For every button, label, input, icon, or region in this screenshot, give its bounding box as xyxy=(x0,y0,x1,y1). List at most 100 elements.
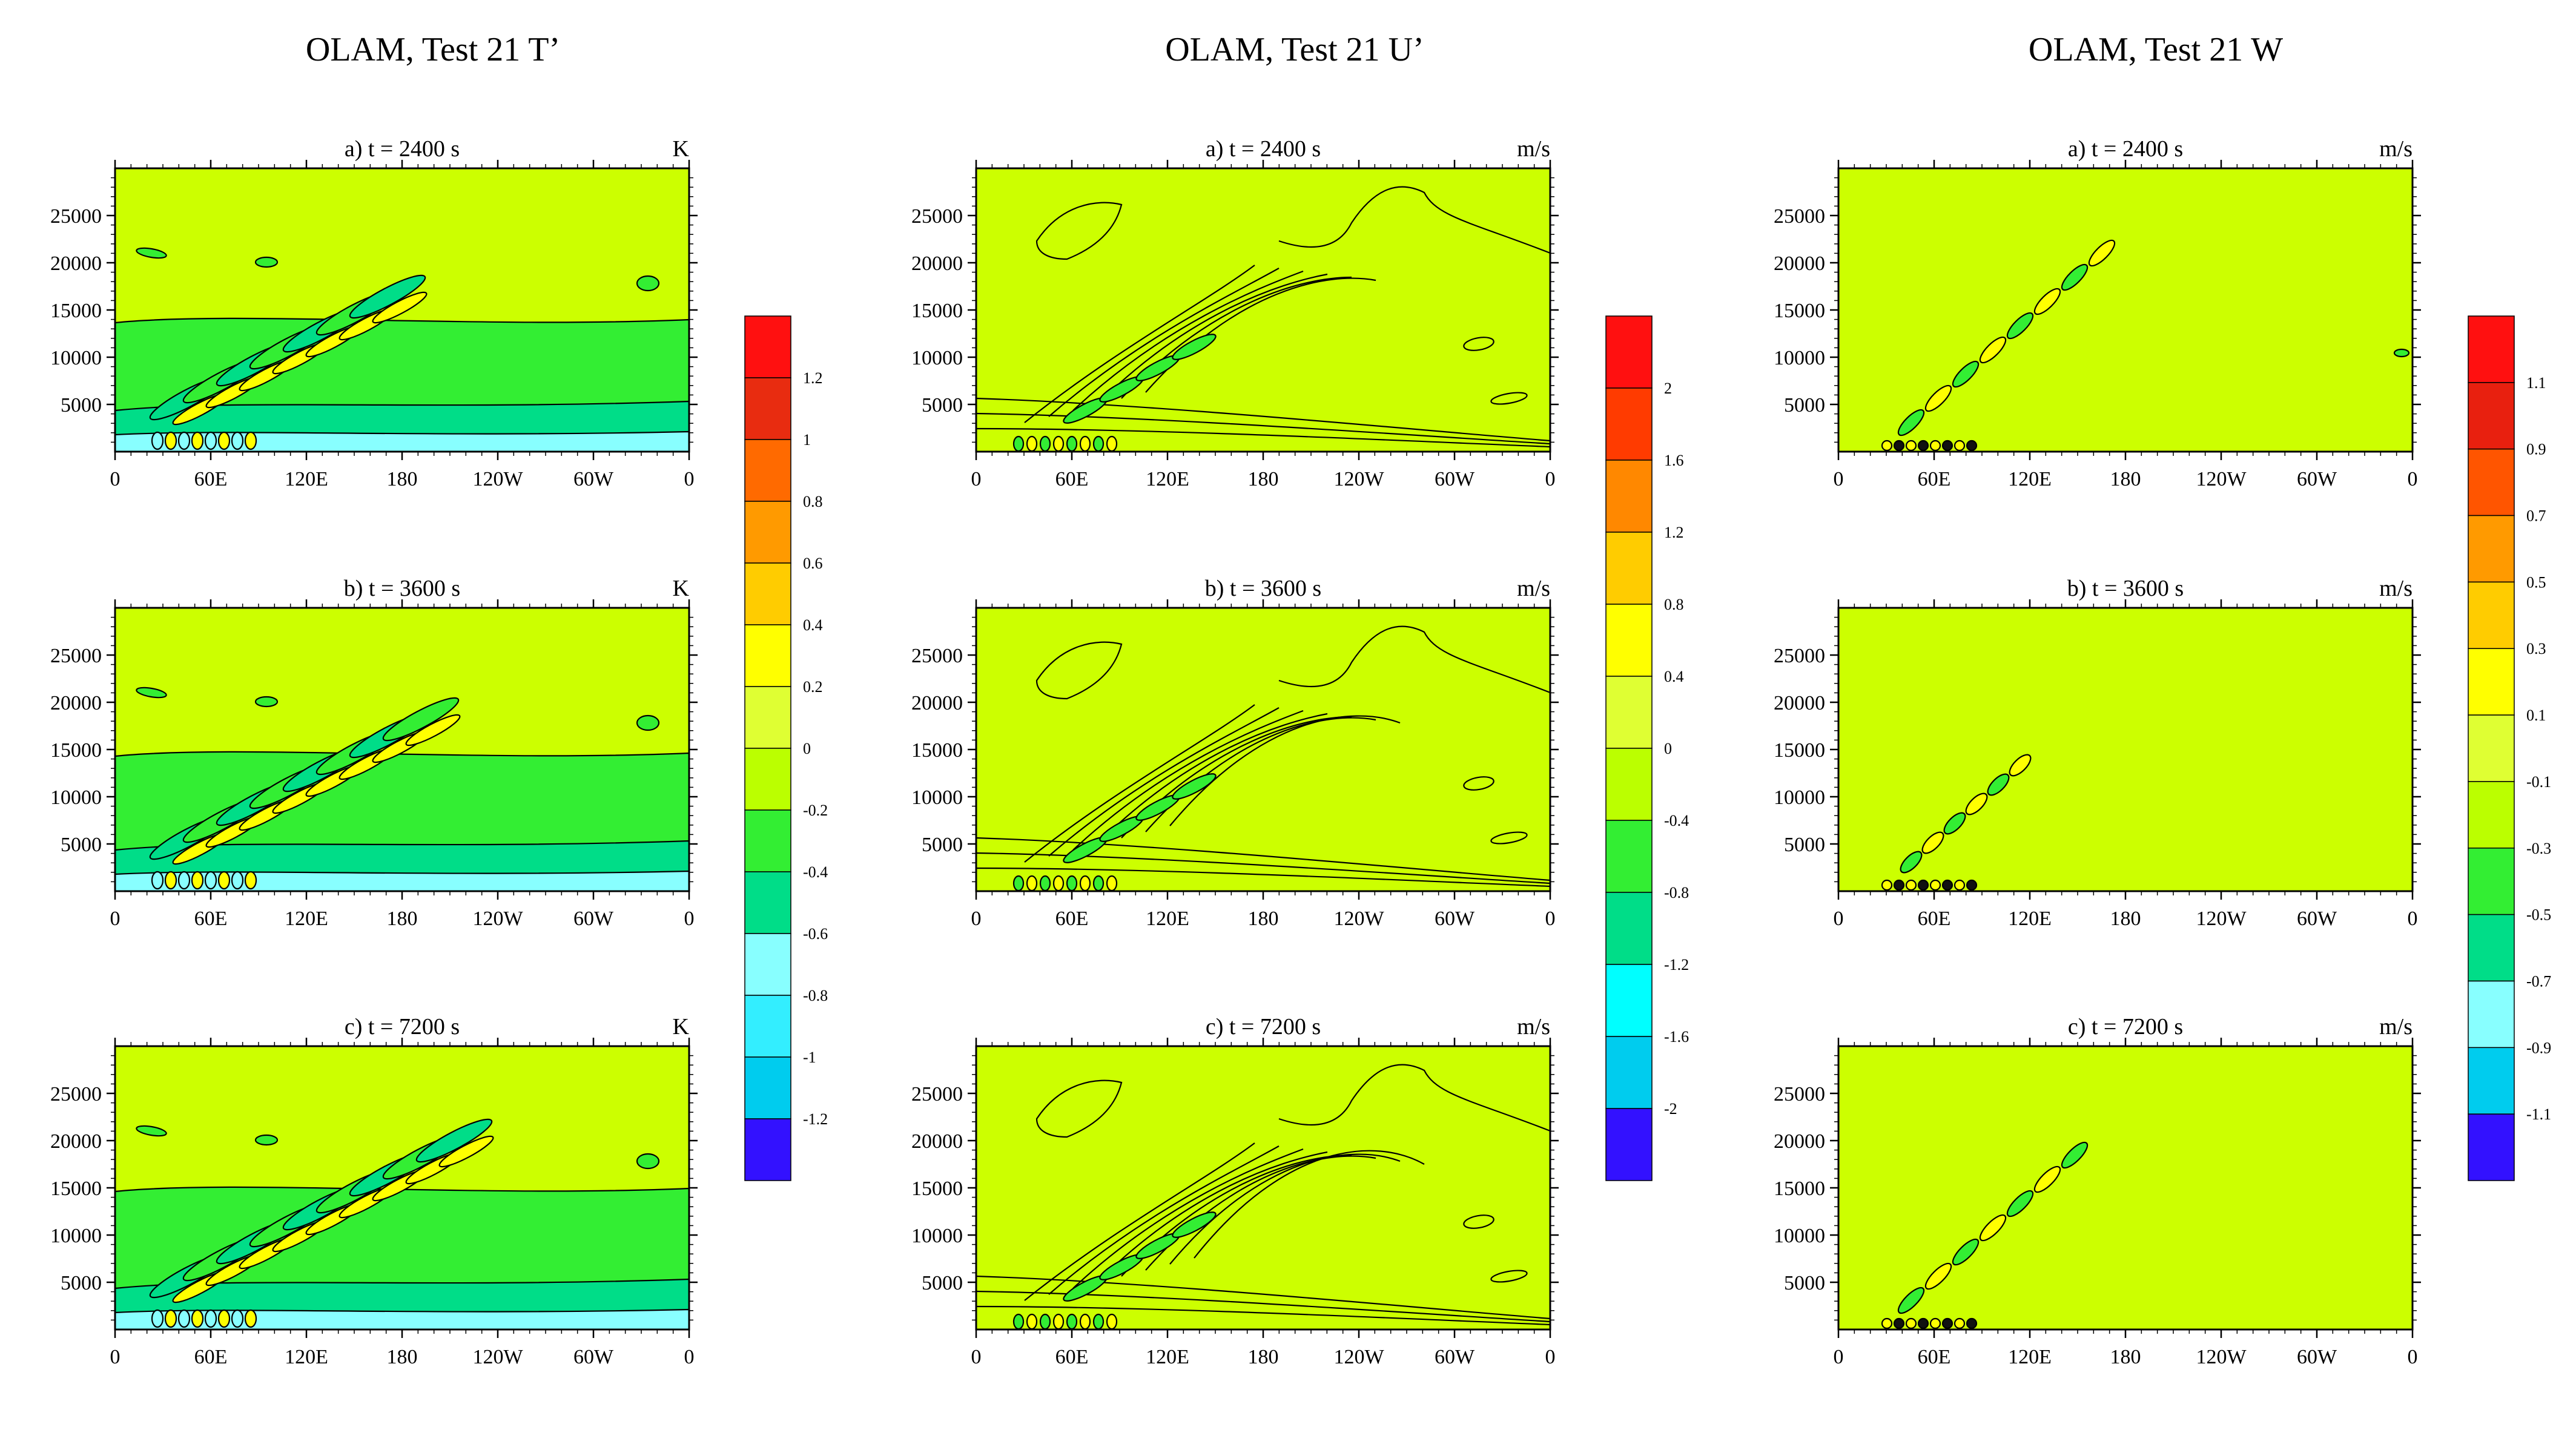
x-tick-label: 180 xyxy=(2110,1346,2141,1368)
colorbar-label: 0.2 xyxy=(803,678,823,696)
x-tick-label: 60E xyxy=(194,908,228,930)
surface-cell xyxy=(231,431,244,450)
colorbar-segment xyxy=(744,1118,791,1181)
colorbar-label: -0.7 xyxy=(2526,972,2551,990)
x-tick-label: 120W xyxy=(2196,468,2247,490)
colorbar-label: 0.4 xyxy=(1664,668,1684,685)
field-background xyxy=(1838,168,2413,452)
wave-contour xyxy=(1072,1148,1304,1289)
field xyxy=(1838,168,2413,452)
x-tick-label: 60W xyxy=(1435,468,1475,490)
x-tick-label: 0 xyxy=(1834,1346,1844,1368)
y-tick-label: 5000 xyxy=(61,1272,102,1294)
colorbar-label: 0.9 xyxy=(2526,441,2546,458)
colorbar-segment xyxy=(2468,848,2515,915)
y-tick-label: 10000 xyxy=(50,1225,102,1247)
colorbar-segment xyxy=(1605,892,1653,965)
wave-blob xyxy=(2006,1190,2034,1217)
x-tick-label: 120E xyxy=(1146,1346,1189,1368)
wave-blob xyxy=(1897,1287,1925,1314)
wave-blob xyxy=(349,274,426,319)
panel-title: a) t = 2400 s xyxy=(2068,136,2183,162)
y-tick-label: 25000 xyxy=(1774,645,1825,667)
wave-blob xyxy=(2006,312,2034,340)
x-tick-label: 0 xyxy=(1834,908,1844,930)
upper-blob xyxy=(636,714,660,731)
colorbar-segment xyxy=(1605,676,1653,749)
surface-cell xyxy=(217,1309,231,1328)
colorbar-label: 0 xyxy=(1664,740,1672,757)
plot-area: 5000 10000 15000 20000 25000 0 60E 120E 180 120W 6… xyxy=(50,1038,698,1368)
x-tick-label: 180 xyxy=(1248,468,1279,490)
plot-area: 5000 10000 15000 20000 25000 0 60E 120E 180 120W 6… xyxy=(50,599,698,930)
surface-cell xyxy=(1966,440,1978,452)
wave-contour xyxy=(1024,265,1255,423)
surface-cell xyxy=(244,871,257,890)
y-tick-label: 15000 xyxy=(911,300,963,322)
surface-cell xyxy=(1953,879,1966,891)
wave-blob xyxy=(1979,336,2007,364)
wave-blob xyxy=(2061,263,2089,291)
unit-label: m/s xyxy=(1517,1014,1550,1040)
wave-blob xyxy=(1900,851,1923,874)
upper-contour xyxy=(1035,1079,1123,1138)
small-contour xyxy=(1463,1214,1494,1229)
wave-blob xyxy=(382,697,460,742)
upper-blob xyxy=(636,1153,660,1170)
y-tick-label: 20000 xyxy=(50,252,102,275)
upper-contour xyxy=(1278,625,1550,694)
panel-b: b) t = 3600 s K 5000 10000 15000 20000 25000 0 6… xyxy=(50,576,698,930)
plot-area: 5000 10000 15000 20000 25000 0 60E 120E 180 120W 6… xyxy=(911,1038,1559,1368)
surface-cell xyxy=(1929,1317,1941,1330)
surface-cell xyxy=(1881,1317,1893,1330)
field-background xyxy=(976,168,1550,452)
panel-title: b) t = 3600 s xyxy=(1205,576,1321,601)
surface-cell xyxy=(191,1309,204,1328)
y-tick-label: 25000 xyxy=(50,205,102,228)
x-tick-label: 60W xyxy=(573,908,614,930)
wave-blob xyxy=(2033,1165,2061,1193)
x-tick-label: 120W xyxy=(2196,908,2247,930)
colorbar-segment xyxy=(744,871,791,934)
band-cyan xyxy=(115,870,689,891)
colorbar-label: -0.9 xyxy=(2526,1039,2551,1056)
x-tick-label: 120E xyxy=(285,1346,328,1368)
colorbar-label: -0.5 xyxy=(2526,906,2551,924)
wave-blob xyxy=(438,1135,494,1168)
surface-cell xyxy=(1953,1317,1966,1330)
y-tick-label: 5000 xyxy=(922,394,963,417)
surface-cell xyxy=(1039,1313,1051,1330)
y-tick-label: 15000 xyxy=(50,739,102,762)
y-tick-label: 10000 xyxy=(911,1225,963,1247)
wave-blob xyxy=(1943,812,1966,835)
surface-cell xyxy=(1079,1313,1091,1330)
plot-area: 5000 10000 15000 20000 25000 0 60E 120E 180 120W 6… xyxy=(911,599,1559,930)
surface-cell xyxy=(1953,440,1966,452)
x-tick-label: 180 xyxy=(1248,1346,1279,1368)
colorbar-label: 0 xyxy=(803,740,811,757)
colorbar-label: 1 xyxy=(803,431,811,449)
surface-cell xyxy=(1079,875,1091,891)
colorbar-segment xyxy=(2468,914,2515,982)
upper-blob xyxy=(136,247,167,259)
surface-cell xyxy=(164,1309,177,1328)
colorbar-segment xyxy=(2468,382,2515,450)
x-tick-label: 60W xyxy=(1435,1346,1475,1368)
plot-area: 5000 10000 15000 20000 25000 0 60E 120E 180 120W 6… xyxy=(1774,160,2421,490)
field-background xyxy=(976,1046,1550,1330)
y-tick-label: 5000 xyxy=(922,1272,963,1294)
unit-label: m/s xyxy=(1517,576,1550,601)
wave-blob xyxy=(1172,773,1217,800)
colorbar-label: 2 xyxy=(1664,380,1672,397)
upper-blob xyxy=(254,696,279,708)
colorbar-segment xyxy=(2468,448,2515,516)
colorbar-segment xyxy=(1605,1108,1653,1181)
colorbar-label: -1.6 xyxy=(1664,1028,1689,1046)
surface-cell xyxy=(1941,879,1953,891)
x-tick-label: 60E xyxy=(1918,908,1951,930)
colorbar-segment xyxy=(744,933,791,996)
surface-cell xyxy=(231,871,244,890)
x-tick-label: 120E xyxy=(285,468,328,490)
x-tick-label: 120W xyxy=(472,1346,523,1368)
